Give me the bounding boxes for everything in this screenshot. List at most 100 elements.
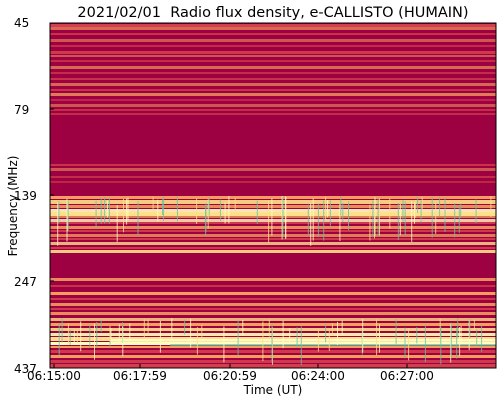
burst-spike [421, 197, 423, 212]
burst-spike [416, 327, 418, 344]
burst-spike [374, 205, 375, 239]
burst-spike [143, 319, 145, 339]
burst-spike [440, 326, 442, 365]
burst-spike [450, 322, 452, 358]
burst-spike [379, 324, 380, 353]
frequency-band [50, 238, 496, 240]
burst-spike [460, 203, 462, 219]
y-tick-label: 247 [14, 275, 37, 289]
burst-spike [282, 320, 284, 349]
frequency-band [50, 109, 496, 111]
burst-spike [122, 326, 124, 357]
burst-spike [262, 321, 264, 361]
burst-spike [80, 321, 82, 352]
spectrogram-bands [50, 23, 496, 368]
burst-spike [289, 328, 291, 343]
burst-spike [408, 328, 410, 361]
burst-spike [184, 319, 186, 335]
frequency-band [50, 216, 496, 218]
frequency-band [50, 176, 496, 178]
burst-spike [237, 320, 239, 356]
burst-spike [58, 323, 60, 356]
burst-spike [67, 323, 69, 345]
burst-spike [348, 201, 349, 231]
burst-spike [196, 198, 198, 224]
burst-spike [339, 203, 341, 241]
x-tick-label: 06:27:00 [380, 369, 434, 383]
burst-spike [404, 327, 406, 359]
frequency-band [50, 72, 496, 74]
frequency-band [50, 364, 496, 368]
burst-spike [317, 329, 319, 352]
frequency-band [50, 292, 496, 295]
frequency-band [50, 51, 496, 54]
x-tick-label: 06:24:00 [291, 369, 345, 383]
frequency-band [50, 113, 496, 115]
frequency-band [50, 209, 496, 212]
burst-spike [268, 319, 270, 337]
quiet-band [50, 118, 496, 163]
burst-spike [89, 325, 91, 348]
burst-spike [456, 327, 458, 359]
spectrogram-background [50, 23, 496, 368]
frequency-band [50, 278, 496, 281]
burst-spike [201, 324, 203, 339]
burst-spike [196, 327, 198, 355]
frequency-band [50, 298, 496, 300]
burst-spike [459, 327, 461, 357]
burst-spike [73, 329, 75, 344]
frequency-band [50, 55, 496, 57]
burst-spike [369, 204, 371, 241]
burst-spike [431, 196, 433, 238]
burst-spike [469, 319, 471, 339]
frequency-band [50, 33, 496, 35]
frequency-band [50, 164, 496, 166]
burst-spike [268, 200, 270, 243]
burst-spike [457, 318, 459, 338]
burst-spike [256, 200, 258, 225]
burst-spike [223, 326, 225, 363]
frequency-band [50, 205, 496, 208]
burst-spike [420, 200, 422, 223]
burst-spike [323, 200, 325, 241]
burst-spike [162, 199, 163, 215]
frequency-band [50, 196, 496, 199]
burst-spike [108, 197, 110, 224]
frequency-band [50, 24, 496, 27]
burst-spike [106, 200, 108, 218]
burst-spike [100, 198, 102, 224]
burst-spike [329, 200, 331, 226]
chart-title: 2021/02/01 Radio flux density, e-CALLIST… [77, 5, 469, 21]
burst-spike [76, 329, 78, 344]
frequency-band [50, 219, 496, 222]
quiet-band [50, 254, 496, 276]
x-tick-label: 06:20:59 [203, 369, 257, 383]
burst-spike [317, 203, 319, 238]
burst-spike [61, 318, 63, 343]
frequency-band [50, 83, 496, 86]
burst-spike [190, 318, 192, 348]
burst-spike [242, 320, 244, 336]
frequency-band [50, 234, 496, 237]
burst-spike [444, 197, 446, 232]
burst-spike [404, 201, 406, 236]
burst-spike [116, 205, 118, 242]
frequency-band [50, 60, 496, 62]
burst-spike [475, 199, 477, 224]
burst-spike [281, 196, 283, 240]
burst-spike [415, 200, 417, 218]
burst-spike [399, 204, 401, 236]
frequency-band [50, 93, 496, 96]
burst-spike [325, 323, 327, 343]
burst-spike [395, 318, 397, 344]
frequency-band [50, 247, 496, 249]
burst-spike [176, 196, 178, 222]
burst-spike [411, 201, 413, 242]
burst-spike [342, 202, 344, 222]
burst-spike [435, 202, 437, 234]
frequency-band [50, 250, 496, 253]
burst-spike [224, 202, 226, 224]
burst-spike [118, 324, 120, 342]
burst-spike [110, 328, 112, 340]
burst-spike [327, 200, 329, 218]
